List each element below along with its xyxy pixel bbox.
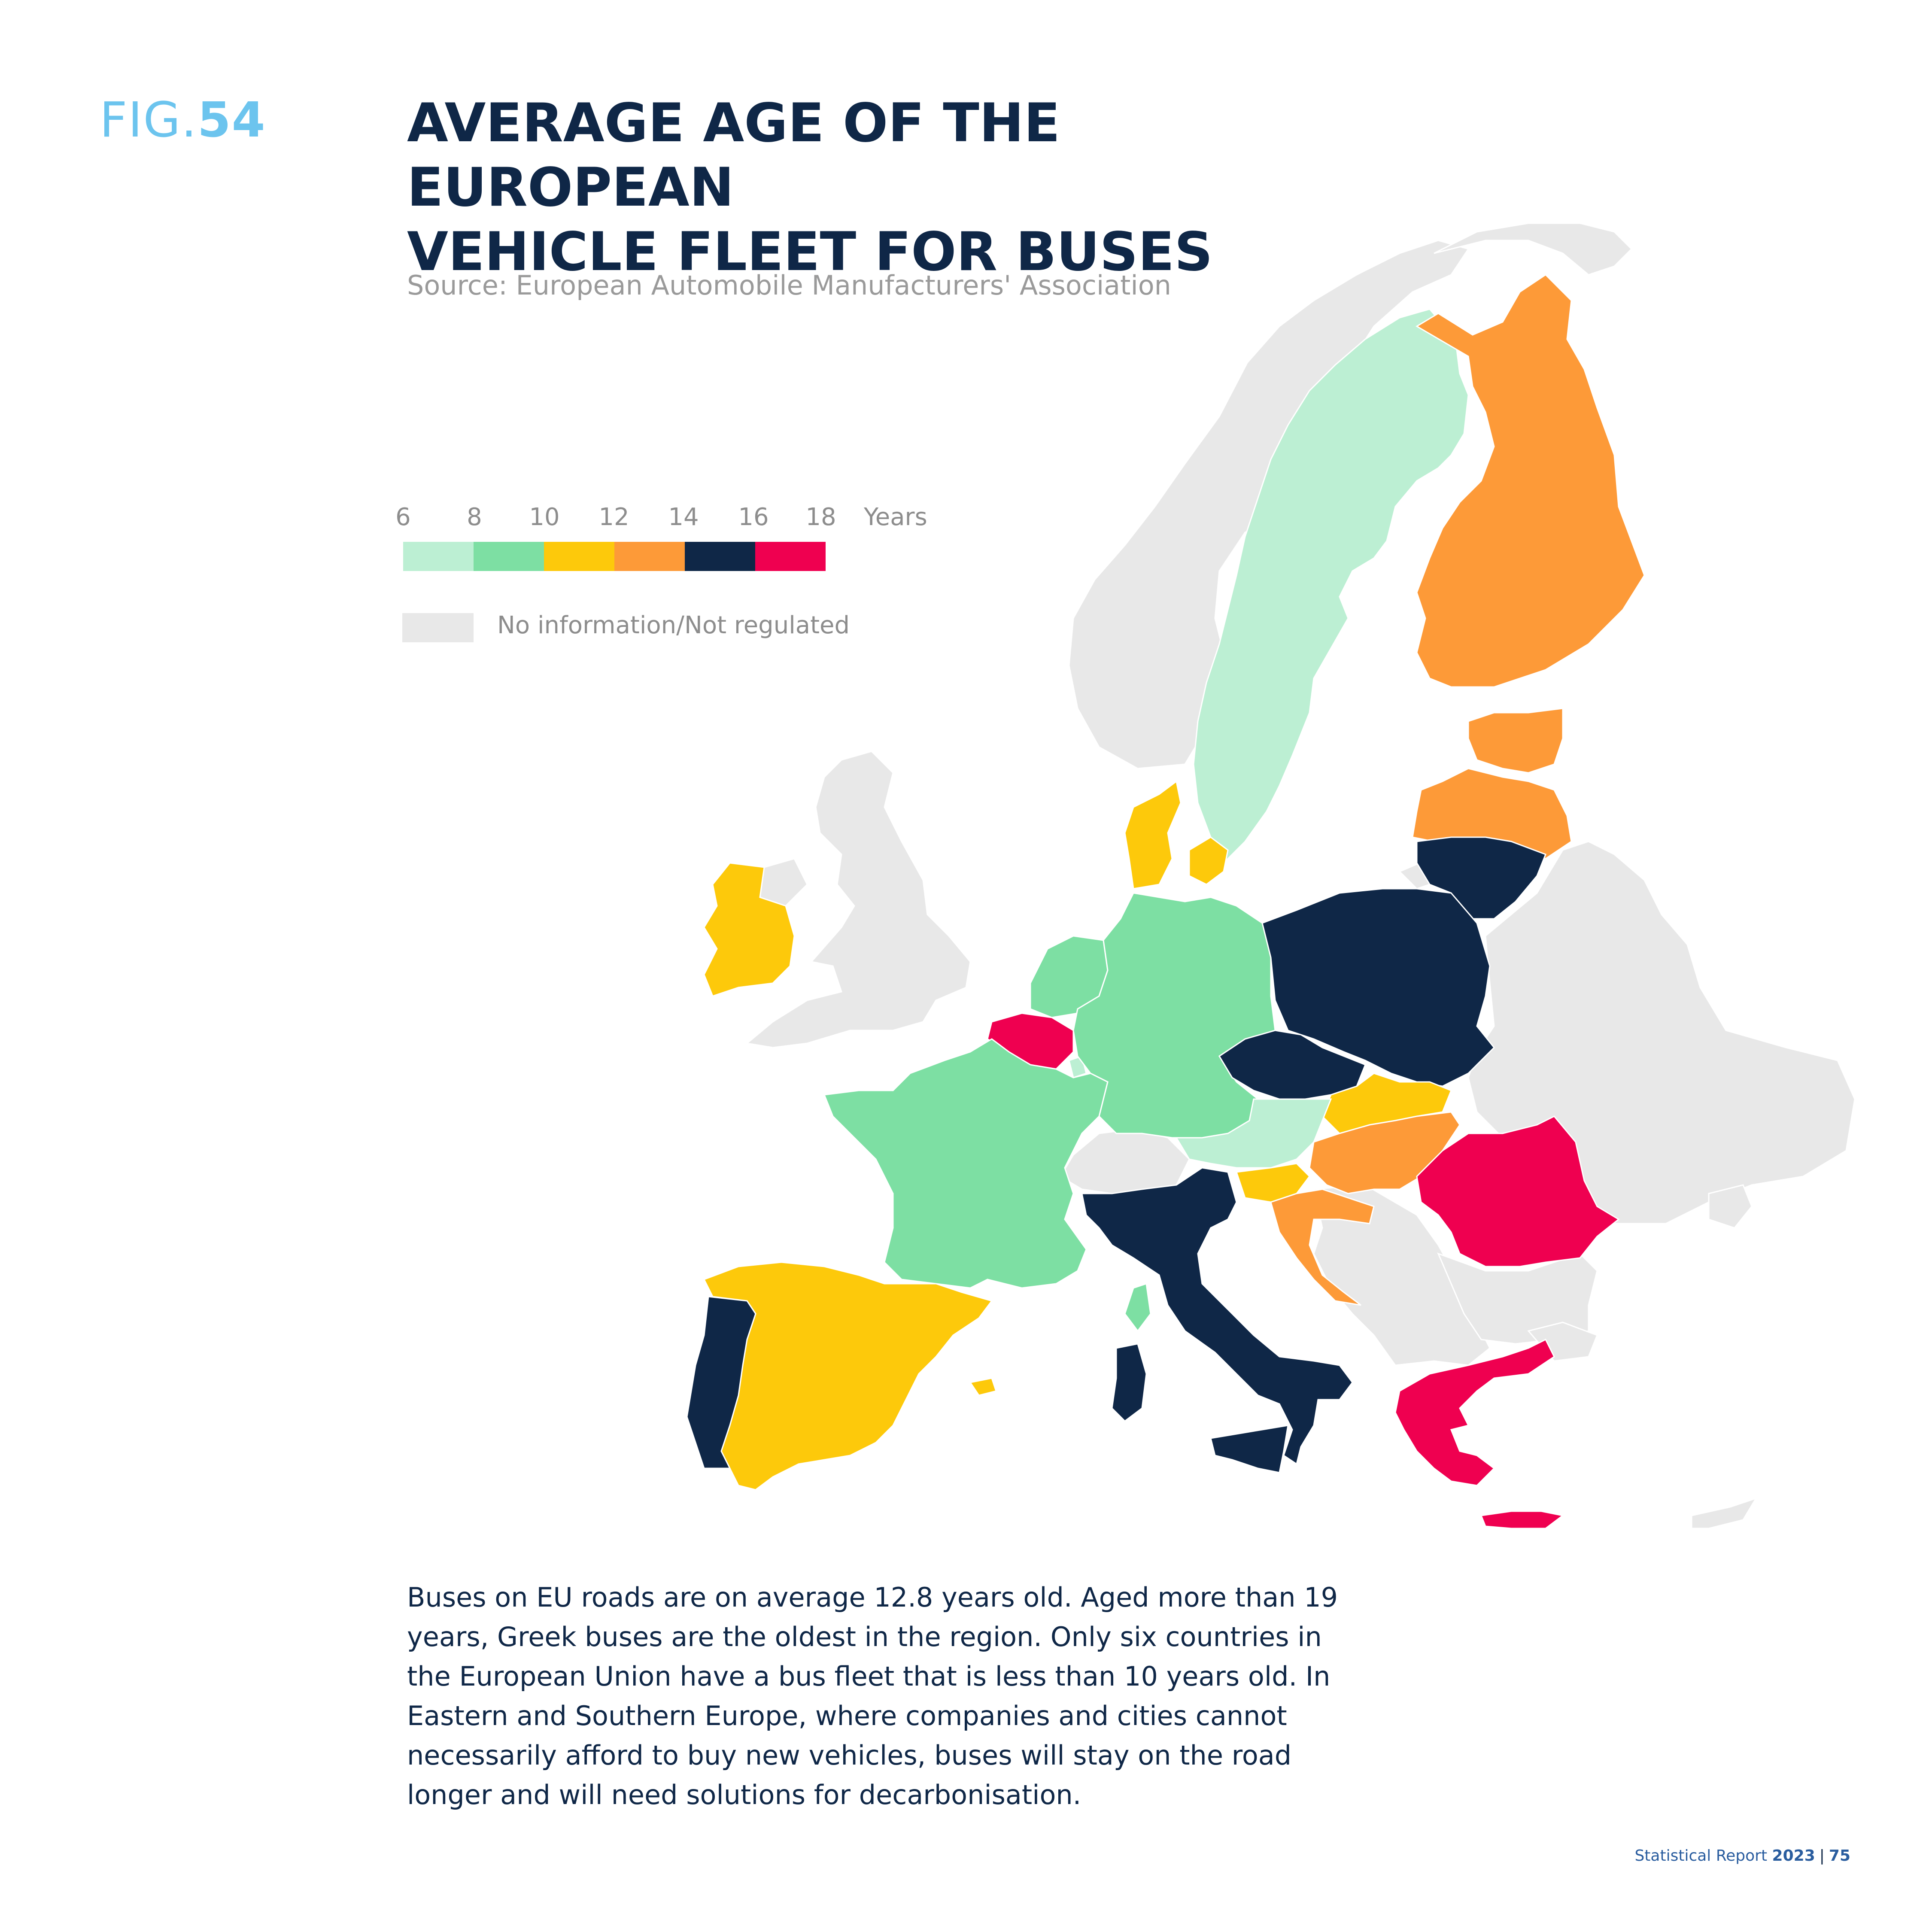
footer-separator: | [1819, 1847, 1825, 1865]
legend-swatch-14-16 [685, 542, 755, 571]
country-latvia [1412, 768, 1572, 860]
country-france [823, 1038, 1109, 1289]
legend-tick: 6 [395, 503, 411, 531]
legend-swatch-16-18 [755, 542, 826, 571]
region-northern-ireland [759, 858, 808, 907]
country-spain [703, 1261, 993, 1491]
country-balearics [969, 1377, 997, 1396]
country-germany [1072, 892, 1276, 1139]
body-paragraph: Buses on EU roads are on average 12.8 ye… [407, 1582, 1338, 1810]
legend-swatch-6-8 [403, 542, 474, 571]
legend-unit: Years [864, 503, 927, 531]
country-corsica [1124, 1283, 1151, 1332]
title-line-2: VEHICLE FLEET FOR BUSES [407, 221, 1213, 283]
title-line-1: AVERAGE AGE OF THE EUROPEAN [407, 92, 1060, 219]
country-crete [1480, 1510, 1564, 1529]
country-czechia [1218, 1030, 1366, 1100]
figure-digits: 54 [197, 92, 266, 148]
legend-no-info-label: No information/Not regulated [497, 611, 850, 639]
eu-countries [686, 274, 1645, 1529]
region-western-balkans [1313, 1184, 1491, 1366]
region-cyprus [1691, 1497, 1758, 1529]
figure-prefix: FIG. [100, 92, 197, 148]
legend-tick: 12 [598, 503, 629, 531]
region-great-britain [745, 750, 971, 1048]
legend-tick: 18 [805, 503, 836, 531]
figure-number: FIG.54 [100, 92, 266, 148]
legend-swatch-12-14 [614, 542, 685, 571]
country-slovenia [1235, 1163, 1310, 1203]
legend-tick: 10 [529, 503, 560, 531]
region-north-cape [1434, 222, 1633, 276]
country-croatia [1270, 1188, 1375, 1306]
country-lithuania [1416, 836, 1546, 920]
page-footer: Statistical Report 2023 | 75 [1634, 1847, 1850, 1865]
legend-tick: 14 [668, 503, 699, 531]
country-romania [1416, 1115, 1620, 1267]
country-austria [1175, 1098, 1332, 1169]
footer-year: 2023 [1772, 1847, 1815, 1865]
region-crimea [1708, 1184, 1753, 1229]
legend-swatch-no-info [402, 613, 474, 642]
country-sicily [1210, 1425, 1289, 1473]
country-greece [1394, 1338, 1555, 1486]
footer-report: Statistical Report [1634, 1847, 1768, 1865]
country-portugal [686, 1296, 756, 1469]
page-title: AVERAGE AGE OF THE EUROPEAN VEHICLE FLEET… [407, 91, 1352, 284]
region-bulgaria [1437, 1252, 1598, 1345]
country-finland [1416, 274, 1645, 688]
country-denmark [1124, 780, 1182, 890]
legend-tick: 8 [467, 503, 482, 531]
page-number: 75 [1829, 1847, 1850, 1865]
country-sweden [1193, 308, 1469, 864]
country-ireland [703, 862, 795, 997]
country-italy [1081, 1167, 1353, 1465]
legend-swatch-10-12 [544, 542, 614, 571]
source-note: Source: European Automobile Manufacturer… [407, 270, 1171, 301]
country-sardinia [1111, 1343, 1147, 1422]
legend-swatch-8-10 [474, 542, 544, 571]
country-denmark-zealand [1188, 836, 1229, 885]
country-estonia [1467, 708, 1564, 774]
legend-tick: 16 [738, 503, 769, 531]
